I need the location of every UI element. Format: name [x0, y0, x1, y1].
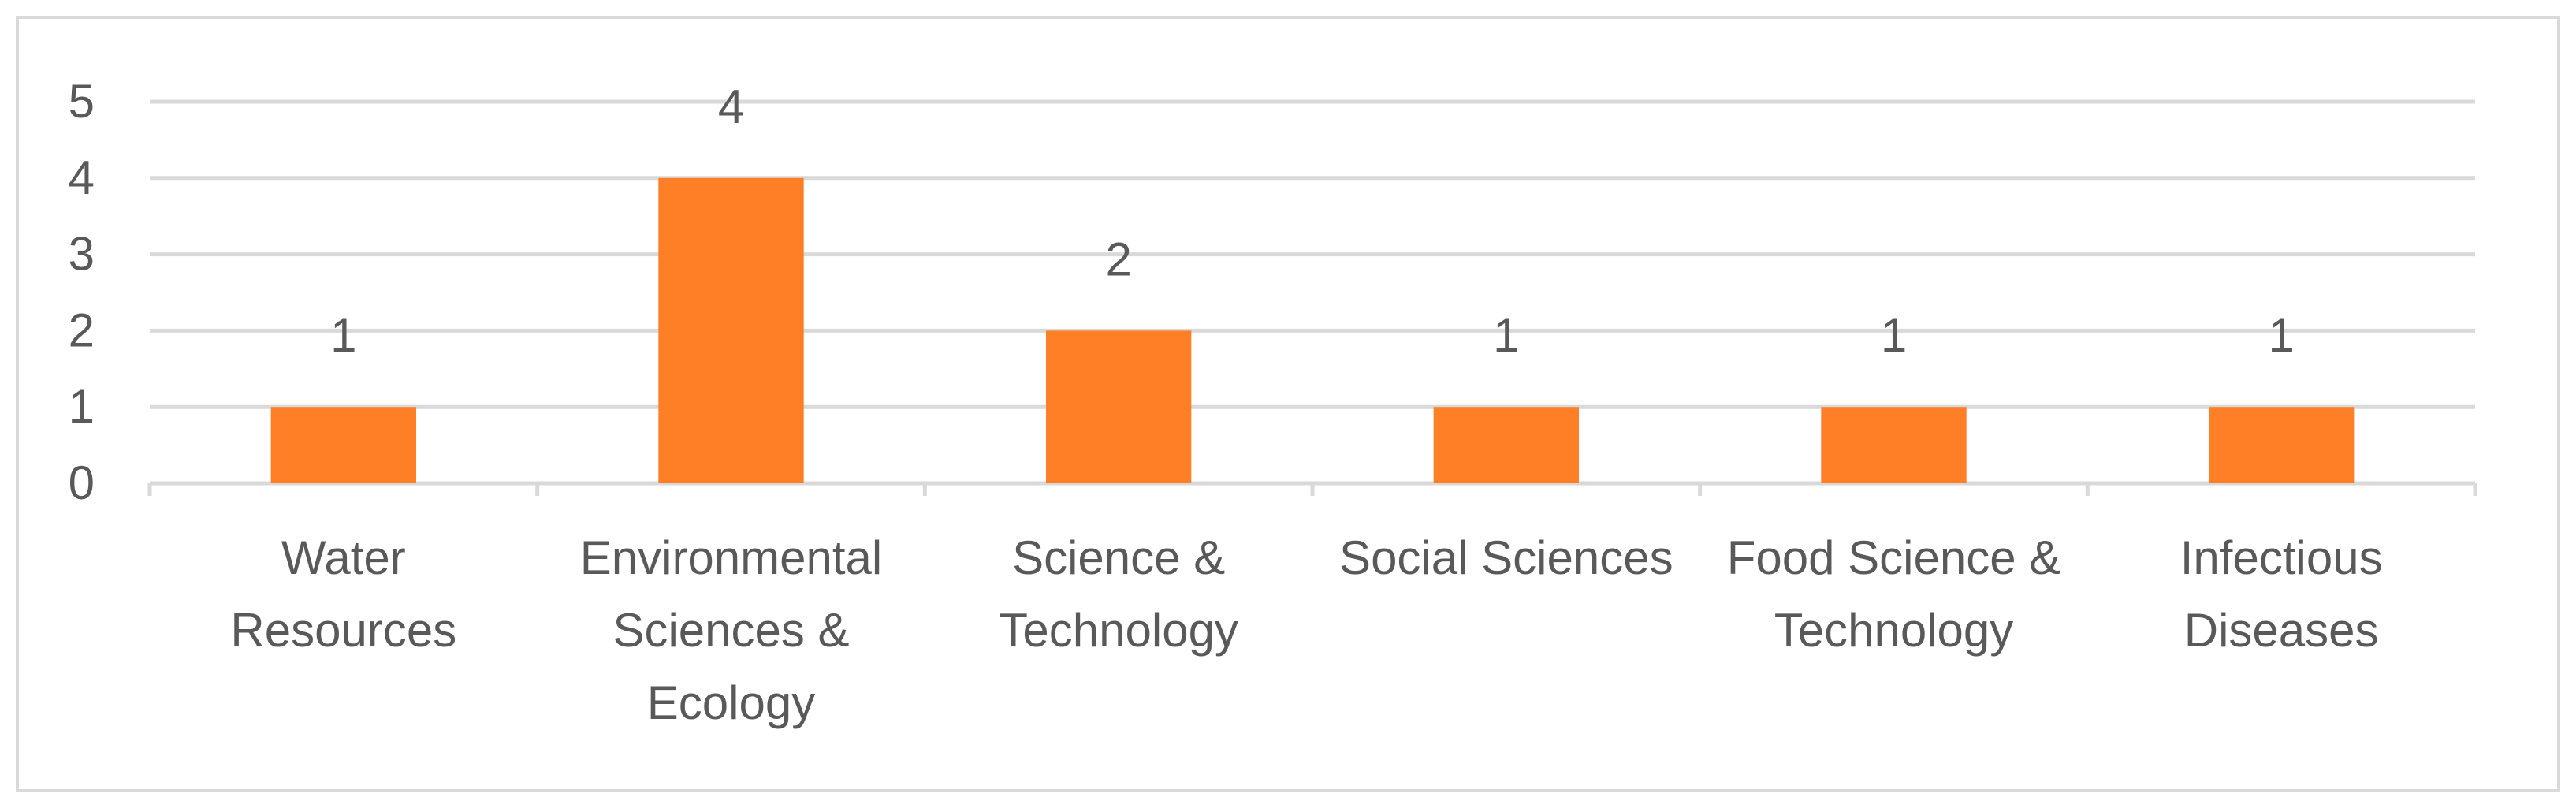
x-axis	[147, 481, 2477, 496]
bar	[270, 407, 417, 483]
category-label: Social Sciences	[1339, 531, 1673, 584]
data-label: 1	[330, 309, 356, 362]
bar	[2208, 407, 2355, 483]
y-tick-label: 3	[69, 228, 95, 281]
data-label: 1	[1881, 309, 1907, 362]
data-labels: 1 4 2 1 1 1	[330, 80, 2295, 362]
category-label: Infectious Diseases	[2180, 531, 2383, 657]
data-label: 4	[718, 80, 744, 133]
y-tick-label: 1	[69, 380, 95, 433]
y-tick-label: 0	[69, 456, 95, 509]
category-label: Environmental Sciences & Ecology	[580, 531, 883, 729]
data-label: 2	[1105, 233, 1131, 285]
bar	[1045, 330, 1192, 483]
bar	[658, 177, 804, 484]
chart-frame	[16, 16, 2560, 792]
category-labels: Water Resources Environmental Sciences & Eco…	[230, 531, 2382, 729]
category-label: Science & Technology	[999, 531, 1238, 657]
gridlines	[150, 99, 2475, 409]
data-label: 1	[2268, 309, 2294, 362]
bars	[270, 177, 2355, 484]
category-label: Food Science & Technology	[1727, 531, 2061, 657]
bar	[1433, 407, 1580, 483]
y-tick-label: 5	[69, 75, 95, 128]
category-label: Water Resources	[230, 531, 456, 657]
y-tick-label: 4	[69, 151, 95, 204]
data-label: 1	[1493, 309, 1519, 362]
bar	[1821, 407, 1967, 483]
y-tick-label: 2	[69, 304, 95, 356]
y-axis-tick-labels: 0 1 2 3 4 5	[69, 75, 95, 509]
